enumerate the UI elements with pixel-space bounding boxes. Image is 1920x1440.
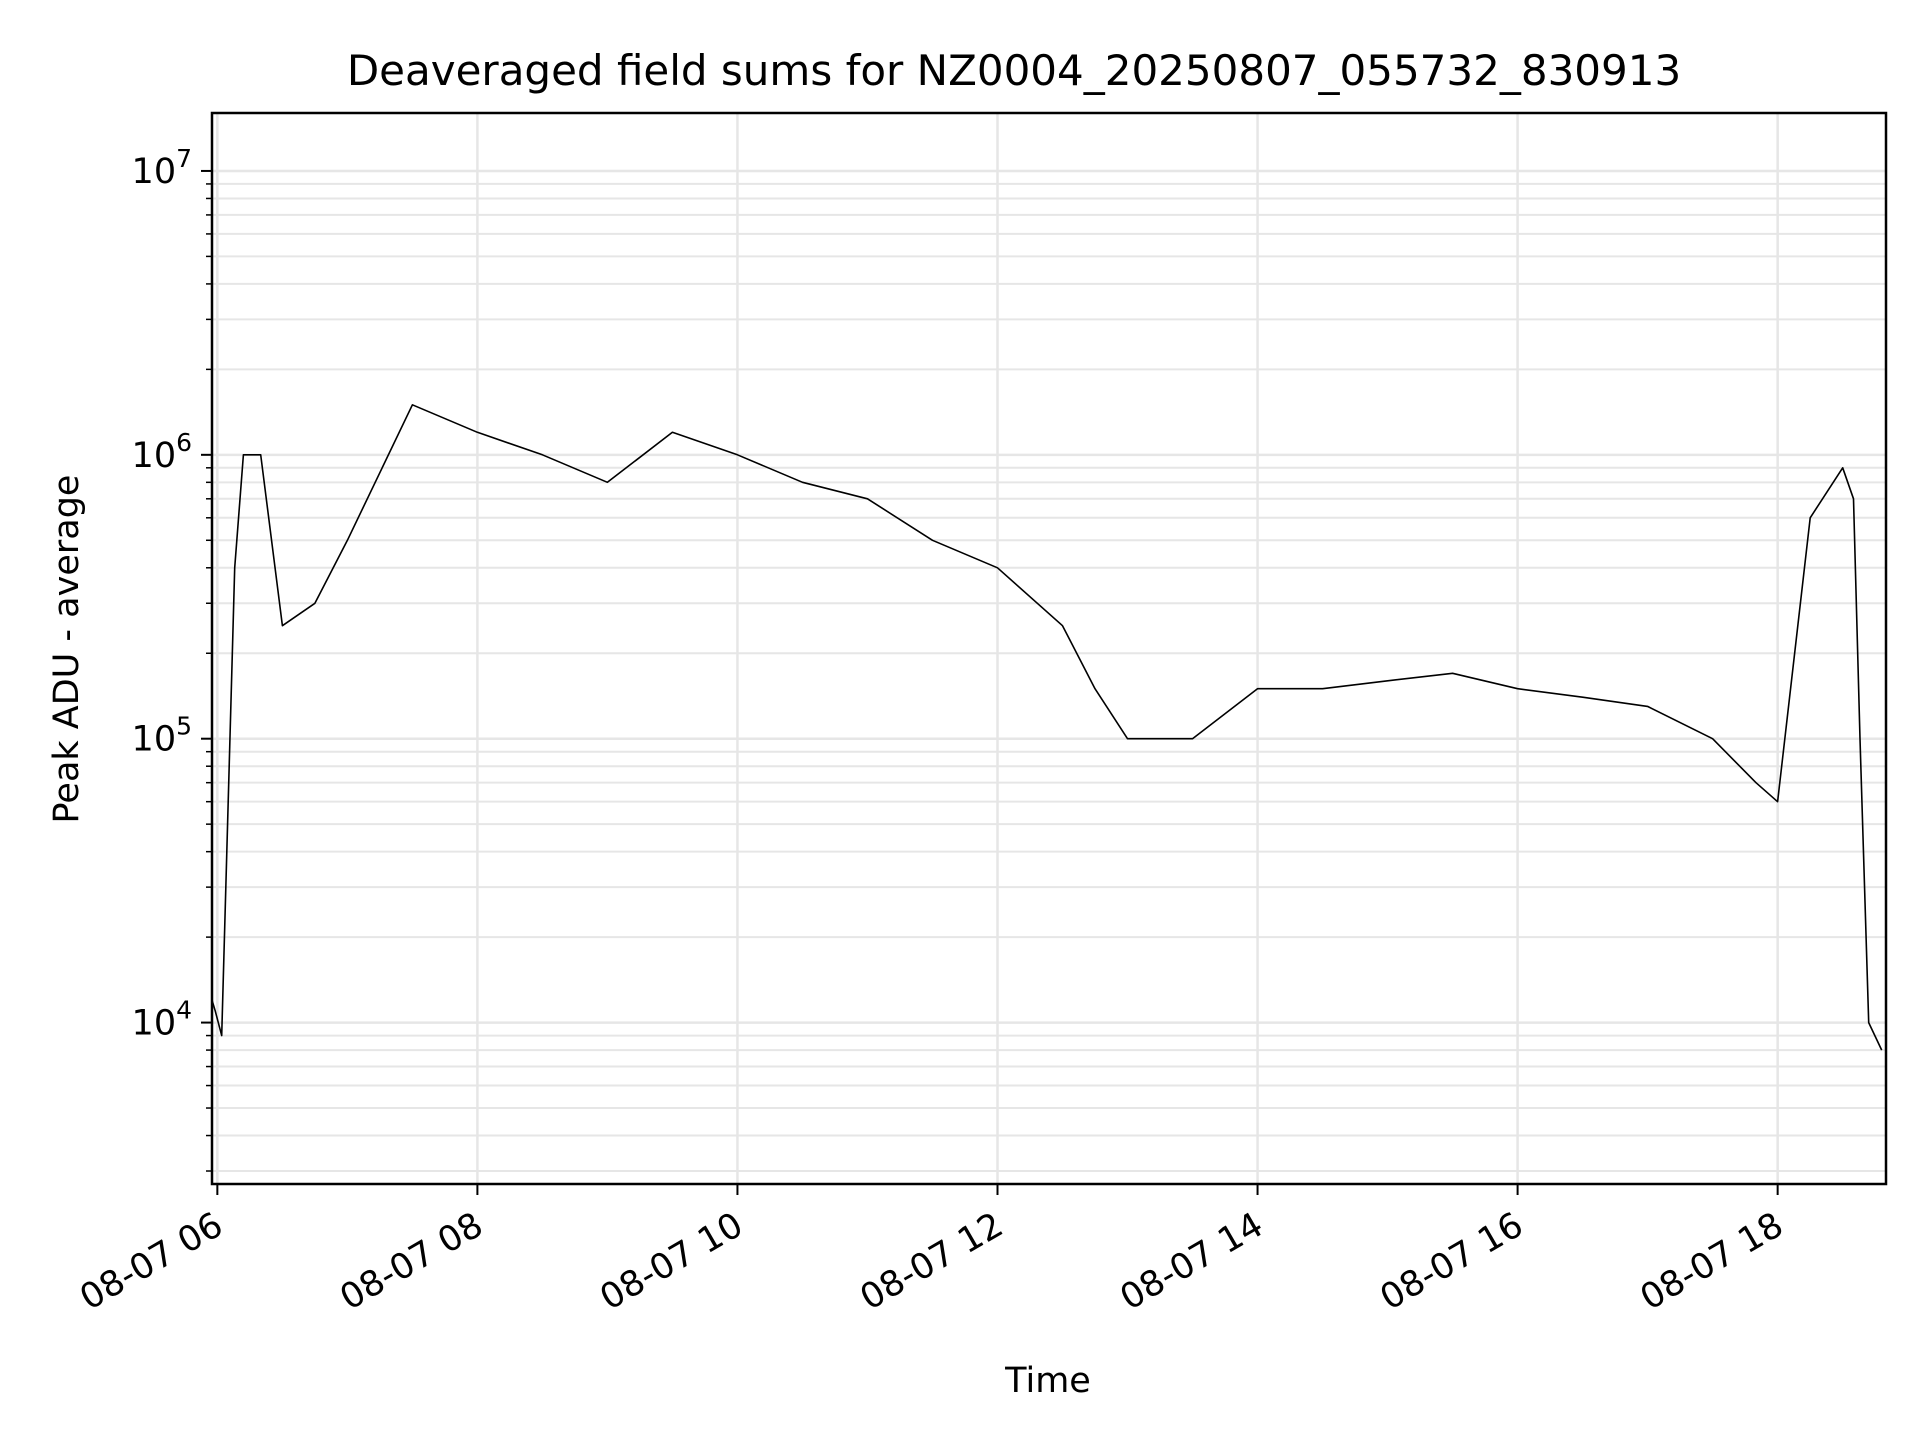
x-tick-label: 08-07 12 <box>854 1205 1010 1318</box>
x-tick-label: 08-07 08 <box>334 1205 490 1318</box>
x-axis: 08-07 06 08-07 08 08-07 10 08-07 12 08-07 14… <box>74 1184 1790 1318</box>
plot-area <box>211 403 1883 1051</box>
y-axis: 104 105 106 107 <box>132 144 212 1172</box>
x-tick-label: 08-07 18 <box>1634 1205 1790 1318</box>
series-line <box>211 403 1883 1051</box>
y-tick-label: 107 <box>132 144 192 192</box>
x-tick-label: 08-07 06 <box>74 1205 230 1318</box>
y-tick-exponent: 7 <box>176 144 192 173</box>
grid <box>212 113 1886 1184</box>
chart-title: Deaveraged field sums for NZ0004_2025080… <box>347 46 1681 95</box>
y-axis-label: Peak ADU - average <box>47 475 87 824</box>
x-tick-label: 08-07 14 <box>1114 1205 1270 1318</box>
x-axis-label: Time <box>1004 1361 1091 1401</box>
x-tick-label: 08-07 10 <box>594 1205 750 1318</box>
y-tick-label: 104 <box>132 996 192 1044</box>
y-tick-label: 105 <box>132 712 192 760</box>
y-tick-exponent: 6 <box>176 428 192 457</box>
x-tick-label: 08-07 16 <box>1374 1205 1530 1318</box>
y-tick-exponent: 4 <box>176 996 192 1025</box>
plot-frame <box>210 111 1888 1186</box>
y-tick-label: 106 <box>132 428 192 476</box>
y-tick-exponent: 5 <box>176 712 192 741</box>
